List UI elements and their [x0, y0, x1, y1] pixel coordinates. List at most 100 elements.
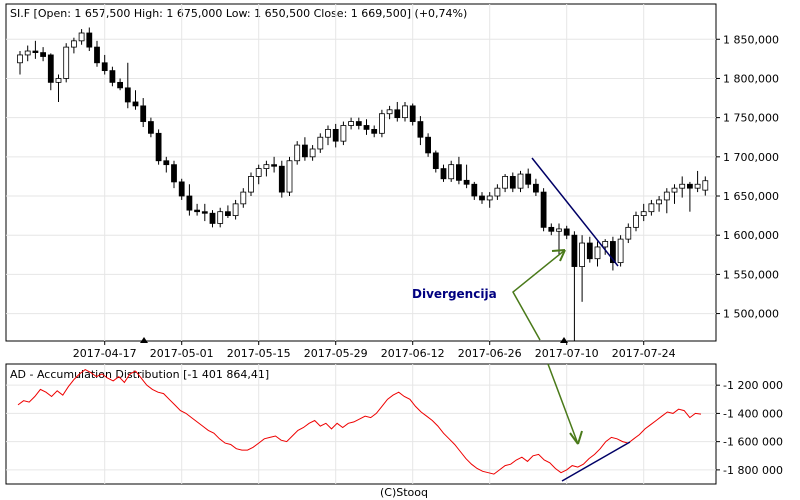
candle — [263, 160, 270, 177]
price-xtick-label: 2017-06-26 — [458, 347, 522, 360]
price-panel-frame — [5, 3, 717, 342]
candle — [155, 129, 162, 165]
candle — [471, 181, 478, 200]
candle — [309, 145, 316, 161]
price-xtick-label: 2017-07-24 — [612, 347, 676, 360]
candle — [594, 241, 601, 267]
candle — [178, 178, 185, 200]
candle-body-down — [171, 164, 177, 183]
candle-body-up — [556, 228, 562, 232]
candle-body-down — [40, 52, 46, 57]
candle — [286, 156, 293, 197]
candle-body-down — [355, 121, 362, 126]
candle-body-up — [594, 246, 601, 260]
price-ytick-label: 1 600,000 — [723, 229, 779, 242]
candle-body-up — [402, 105, 408, 119]
candle — [32, 40, 39, 59]
divergence-arrowhead-up — [551, 249, 566, 262]
candle — [186, 184, 193, 216]
candle-body-down — [509, 176, 516, 189]
candle — [78, 29, 85, 45]
candle — [278, 160, 285, 198]
price-xtick-label: 2017-06-12 — [381, 347, 445, 360]
candle-body-down — [394, 109, 401, 119]
candle — [201, 203, 208, 222]
candle — [224, 205, 231, 218]
candle-body-up — [617, 238, 624, 264]
candle — [348, 117, 355, 130]
candle — [248, 172, 254, 197]
price-xtick-label: 2017-05-15 — [227, 347, 291, 360]
candle — [671, 184, 678, 204]
candle-body-down — [687, 183, 693, 189]
candle — [610, 236, 616, 271]
candle-body-down — [147, 121, 154, 134]
candle-body-down — [363, 125, 370, 130]
candle-body-up — [286, 160, 293, 193]
candle-body-up — [378, 113, 385, 134]
candle — [63, 43, 70, 83]
candle — [602, 239, 609, 255]
candle-body-up — [255, 168, 262, 177]
candle — [617, 235, 624, 267]
candle-body-up — [648, 203, 655, 213]
candle — [147, 117, 154, 138]
candle — [24, 45, 31, 62]
divergence-arrowhead-down — [569, 430, 583, 445]
candle-body-up — [309, 148, 316, 158]
candle-body-down — [124, 87, 131, 103]
candle-body-up — [217, 211, 224, 224]
candle — [509, 172, 516, 193]
candle-body-up — [486, 195, 493, 201]
candle-body-up — [232, 203, 239, 217]
candle — [71, 37, 77, 54]
candle-body-down — [271, 164, 278, 167]
candle — [479, 192, 485, 204]
candle — [640, 203, 647, 222]
candle — [440, 164, 447, 182]
candle-body-down — [417, 121, 424, 138]
candle-body-down — [571, 234, 578, 267]
candle-body-down — [94, 46, 100, 64]
ad-ytick-label: -1 200 000 — [723, 379, 783, 392]
candle-body-up — [679, 183, 686, 189]
candle — [232, 199, 239, 220]
candle — [579, 235, 585, 302]
price-ytick-label: 1 700,000 — [723, 151, 779, 164]
candle-body-down — [586, 242, 593, 260]
candle-body-down — [610, 241, 616, 264]
candle — [432, 150, 439, 173]
candle-body-up — [694, 183, 701, 189]
candle-body-up — [671, 187, 678, 193]
candle — [86, 27, 93, 52]
candle — [55, 74, 62, 102]
price-ytick-label: 1 750,000 — [723, 112, 779, 125]
candle-body-down — [533, 183, 539, 193]
candle-body-down — [86, 32, 93, 48]
candle — [455, 156, 462, 185]
candle-body-up — [263, 164, 270, 169]
candle-body-down — [155, 132, 162, 162]
candle — [533, 178, 539, 197]
price-ytick-label: 1 650,000 — [723, 190, 779, 203]
candle — [332, 123, 339, 148]
price-xtick-label: 2017-05-01 — [150, 347, 214, 360]
candle — [563, 225, 570, 240]
ad-trendline — [561, 441, 631, 482]
candle — [40, 47, 46, 62]
candle — [325, 125, 331, 146]
ad-line — [17, 369, 702, 475]
candle-body-down — [525, 173, 532, 185]
ad-panel-title: AD - Accumulation Distribution [-1 401 8… — [10, 368, 269, 381]
ad-ytick-label: -1 400 000 — [723, 407, 783, 420]
candle-body-up — [63, 46, 70, 79]
candle — [409, 103, 416, 126]
candle — [494, 184, 501, 200]
candle-body-down — [194, 209, 201, 213]
price-chart-header: SI.F [Open: 1 657,500 High: 1 675,000 Lo… — [10, 7, 467, 20]
candle-body-down — [178, 181, 185, 197]
event-marker-1 — [140, 337, 148, 343]
candle — [663, 188, 670, 214]
candle — [163, 156, 170, 173]
